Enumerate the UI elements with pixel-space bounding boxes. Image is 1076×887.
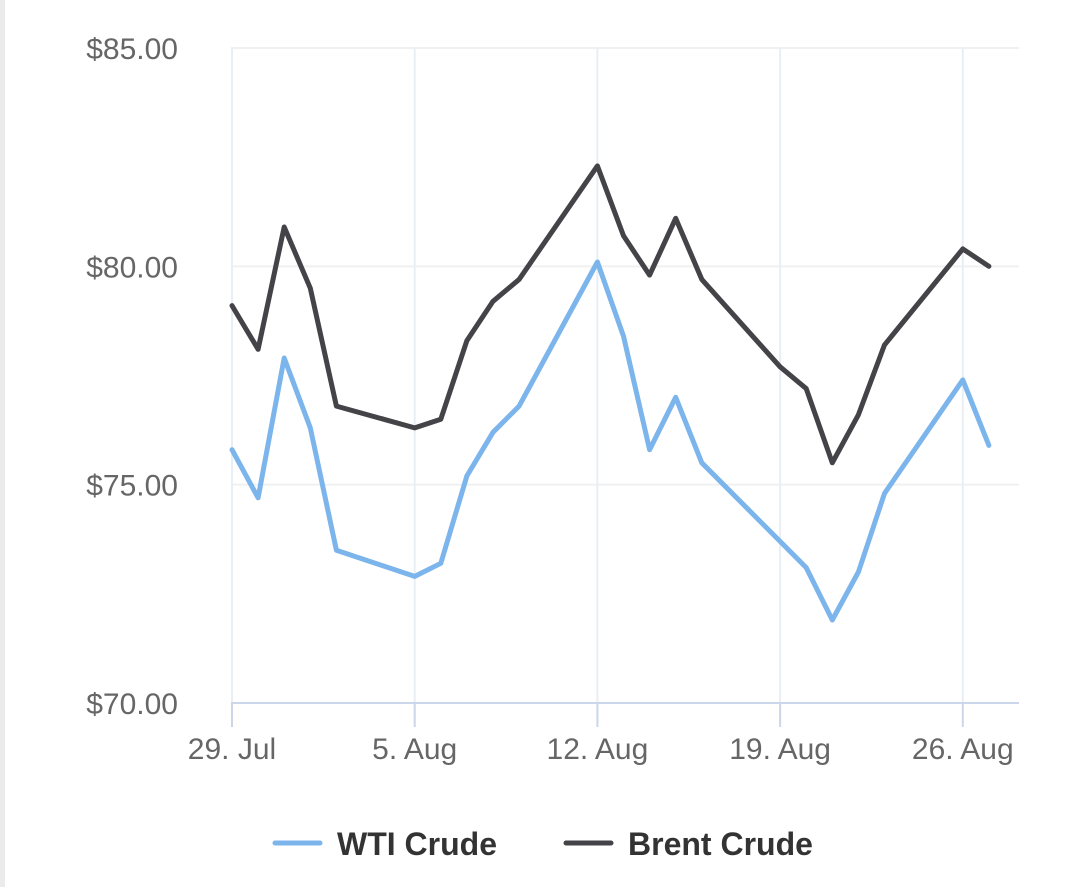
y-tick-label: $85.00 xyxy=(86,33,178,66)
y-tick-label: $75.00 xyxy=(86,470,178,503)
x-tick-label: 12. Aug xyxy=(547,733,649,766)
x-tick-label: 5. Aug xyxy=(372,733,457,766)
legend-item-brent-crude[interactable]: Brent Crude xyxy=(563,826,813,862)
legend-label: WTI Crude xyxy=(337,826,497,862)
left-edge-strip xyxy=(0,0,5,887)
x-tick-label: 26. Aug xyxy=(912,733,1014,766)
y-tick-label: $80.00 xyxy=(86,251,178,284)
legend-item-wti-crude[interactable]: WTI Crude xyxy=(272,826,497,862)
x-tick-label: 19. Aug xyxy=(729,733,831,766)
series-line-brent-crude[interactable] xyxy=(229,163,992,466)
y-tick-label: $70.00 xyxy=(86,688,178,721)
legend-label: Brent Crude xyxy=(628,826,813,862)
series-line-wti-crude[interactable] xyxy=(229,259,992,623)
x-tick-label: 29. Jul xyxy=(188,733,276,766)
